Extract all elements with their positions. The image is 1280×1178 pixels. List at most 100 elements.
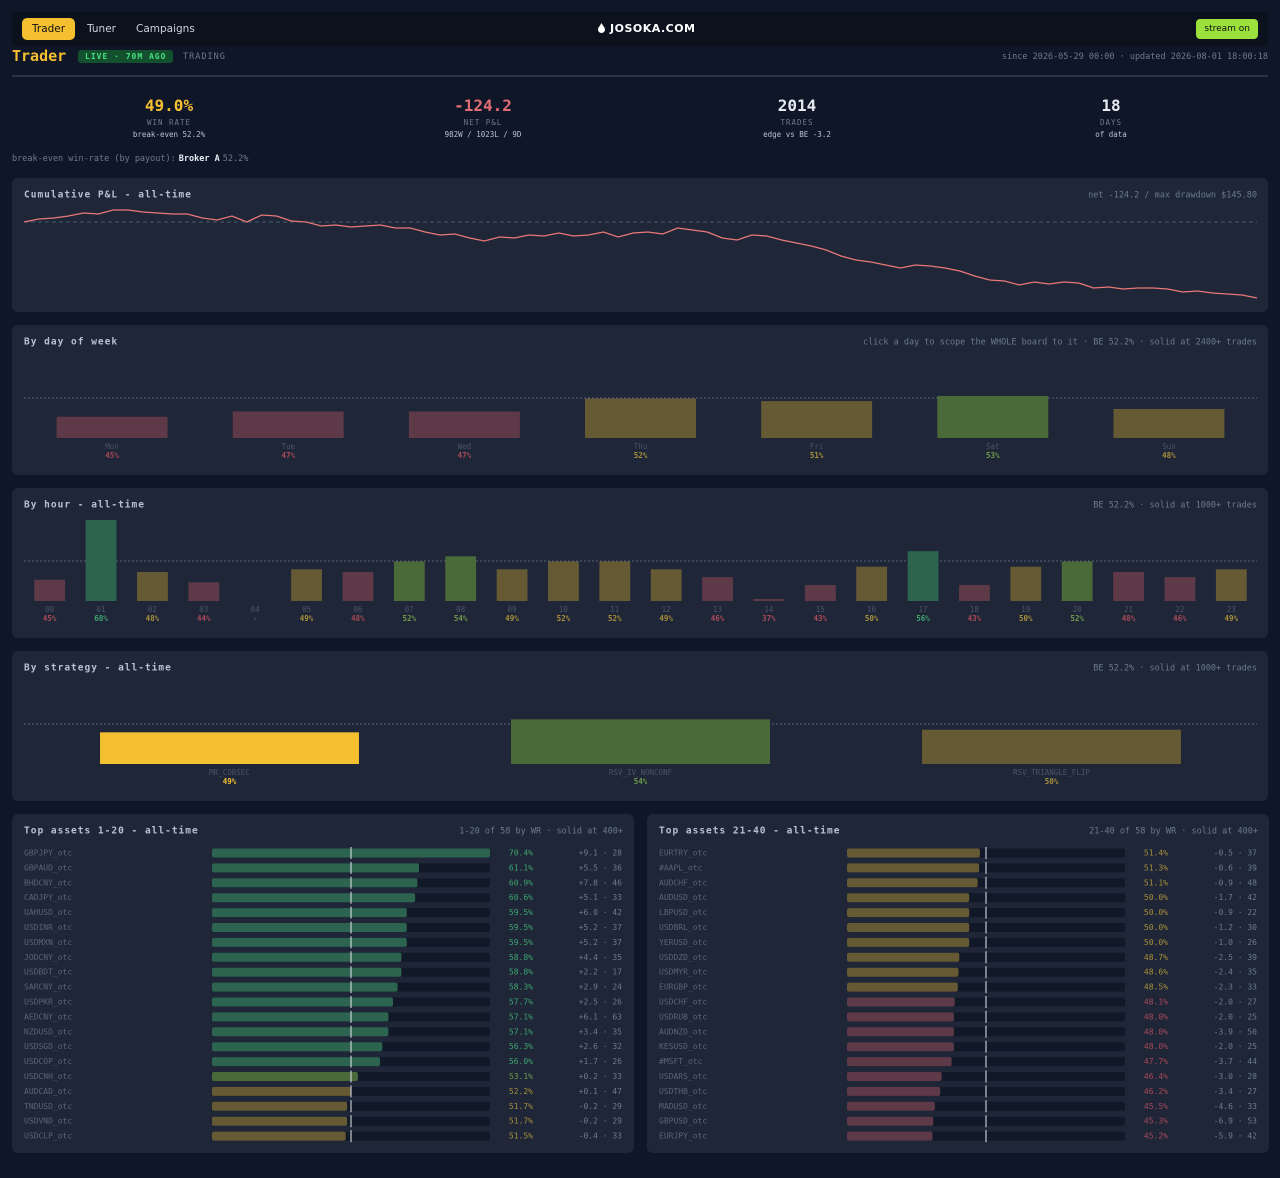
bar <box>847 908 970 918</box>
bar <box>1215 569 1247 601</box>
category-label[interactable]: Sat <box>986 442 1000 451</box>
edge-count: -0.2 · 29 <box>579 1117 623 1126</box>
category-label: 13 <box>713 605 722 614</box>
note-text: break-even win-rate (by payout): <box>12 154 176 164</box>
win-rate: 50.0% <box>1144 923 1168 932</box>
edge-count: +7.8 · 46 <box>579 878 623 887</box>
category-label[interactable]: Wed <box>458 442 472 451</box>
win-rate: 50.0% <box>1144 908 1168 917</box>
panel-subtitle: net -124.2 / max drawdown $145.80 <box>1088 191 1257 201</box>
win-rate: 57.7% <box>509 998 533 1007</box>
asset-name: AUDCAD_otc <box>24 1087 72 1096</box>
win-rate: 46.4% <box>1144 1072 1168 1081</box>
category-label[interactable]: Fri <box>810 442 824 451</box>
tab[interactable]: Tuner <box>87 23 116 35</box>
win-rate: 45.5% <box>1144 1102 1168 1111</box>
bar <box>137 571 168 601</box>
asset-name: USDDZD_otc <box>659 953 707 962</box>
value-label: 45% <box>105 451 119 460</box>
category-label: 11 <box>610 605 619 614</box>
category-label: 17 <box>919 605 928 614</box>
asset-name: LBPUSD_otc <box>659 908 707 917</box>
stat-value: 2014 <box>777 96 817 115</box>
stat-label: DAYS <box>1099 118 1123 127</box>
asset-name: JODCNY_otc <box>24 953 72 962</box>
panel: By hour - all-time BE 52.2% · solid at 10… <box>12 488 1268 638</box>
bar <box>847 1027 954 1037</box>
asset-name: USDCLP_otc <box>24 1132 72 1141</box>
value-label: 47% <box>281 451 295 460</box>
bar[interactable] <box>937 395 1049 438</box>
edge-count: +6.0 · 42 <box>579 908 623 917</box>
bar[interactable] <box>585 398 696 438</box>
bar <box>548 561 579 601</box>
stream-button[interactable]: stream on <box>1196 19 1258 39</box>
asset-name: NZDUSD_otc <box>24 1027 72 1036</box>
edge-count: +2.5 · 26 <box>579 998 623 1007</box>
panel-subtitle: BE 52.2% · solid at 1000+ trades <box>1093 501 1257 511</box>
category-label: MR_COBSEC <box>209 768 250 777</box>
panel-title: By day of week <box>24 337 118 348</box>
stat-sub: of data <box>1095 130 1127 139</box>
category-label[interactable]: Thu <box>634 442 648 451</box>
bar[interactable] <box>408 411 520 438</box>
asset-name: BHDCNY_otc <box>24 878 72 887</box>
stat-value: 18 <box>1101 96 1121 115</box>
edge-count: -0.4 · 33 <box>579 1132 623 1141</box>
win-rate: 51.3% <box>1144 863 1168 872</box>
note: break-even win-rate (by payout): Broker A… <box>12 154 248 164</box>
panel: By day of week click a day to scope the W… <box>12 325 1268 475</box>
bar[interactable] <box>232 411 344 438</box>
value-label: 50% <box>1019 614 1033 623</box>
bar <box>847 1072 942 1081</box>
tab[interactable]: Trader <box>22 18 76 40</box>
stat-sub: edge vs BE -3.2 <box>763 130 831 139</box>
category-label: 00 <box>45 605 55 614</box>
bar <box>212 893 416 903</box>
value-label: 49% <box>300 614 314 623</box>
win-rate: 51.1% <box>1144 878 1168 887</box>
bar <box>804 584 836 601</box>
category-label: 23 <box>1227 605 1236 614</box>
win-rate: 45.2% <box>1144 1132 1168 1141</box>
tab[interactable]: Campaigns <box>135 23 195 35</box>
panel-title: Cumulative P&L - all-time <box>24 190 192 201</box>
asset-name: USDRUB_otc <box>659 1012 707 1021</box>
bar[interactable] <box>1113 408 1225 438</box>
win-rate: 58.8% <box>509 953 533 962</box>
value-label: 56% <box>916 614 930 623</box>
stat-card: -124.2 NET P&L 982W / 1023L / 9D <box>326 96 640 139</box>
bar[interactable] <box>761 401 873 438</box>
asset-name: USDVND_otc <box>24 1117 72 1126</box>
bar[interactable] <box>56 416 168 438</box>
edge-count: +6.1 · 63 <box>579 1012 623 1021</box>
bar <box>650 569 682 601</box>
category-label: 18 <box>970 605 980 614</box>
win-rate: 51.5% <box>509 1132 533 1141</box>
bar <box>212 1012 389 1022</box>
page-title: Trader <box>12 47 67 65</box>
category-label[interactable]: Mon <box>105 442 119 451</box>
edge-count: -1.2 · 30 <box>1214 923 1258 932</box>
category-label: 05 <box>302 605 311 614</box>
win-rate: 61.1% <box>509 863 533 872</box>
bar <box>1010 566 1042 601</box>
win-rate: 57.1% <box>509 1012 533 1021</box>
value-label: 50% <box>865 614 879 623</box>
category-label[interactable]: Tue <box>281 442 295 451</box>
stat-value: 49.0% <box>144 96 194 115</box>
edge-count: -1.7 · 42 <box>1214 893 1258 902</box>
win-rate: 50.0% <box>1144 893 1168 902</box>
asset-name: USDSGD_otc <box>24 1042 72 1051</box>
stat-card: 18 DAYS of data <box>954 96 1268 139</box>
value-label: 48% <box>1122 614 1136 623</box>
category-label: 22 <box>1175 605 1184 614</box>
bar <box>496 569 528 601</box>
category-label: 06 <box>353 605 363 614</box>
value-label: - <box>253 614 258 623</box>
asset-name: #AAPL_otc <box>659 863 703 872</box>
category-label[interactable]: Sun <box>1162 442 1176 451</box>
bar <box>212 1131 346 1141</box>
bar <box>959 584 990 601</box>
win-rate: 51.7% <box>509 1102 533 1111</box>
